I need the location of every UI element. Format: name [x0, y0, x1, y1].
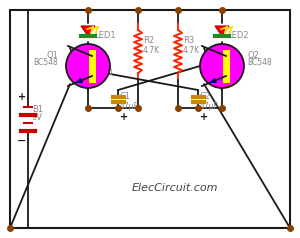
- Text: LED2: LED2: [227, 31, 249, 40]
- Text: 470Ω: 470Ω: [200, 68, 220, 77]
- Text: 47μF: 47μF: [120, 102, 139, 111]
- Text: LED1: LED1: [94, 31, 116, 40]
- Text: R4: R4: [204, 58, 215, 67]
- Text: R2: R2: [143, 36, 154, 45]
- Text: R1: R1: [93, 58, 104, 67]
- Text: +: +: [200, 112, 208, 122]
- Text: 4.7K: 4.7K: [183, 46, 200, 55]
- Polygon shape: [81, 26, 95, 36]
- Text: 47μF: 47μF: [200, 102, 219, 111]
- Polygon shape: [215, 26, 229, 36]
- Text: 9V: 9V: [32, 113, 43, 122]
- Text: 4.7K: 4.7K: [143, 46, 160, 55]
- Text: B1: B1: [32, 104, 43, 114]
- Text: Q1: Q1: [46, 51, 58, 60]
- Text: BC548: BC548: [247, 58, 272, 67]
- Text: Q2: Q2: [247, 51, 259, 60]
- Text: 470Ω: 470Ω: [93, 68, 113, 77]
- Circle shape: [66, 44, 110, 88]
- Text: +: +: [18, 92, 26, 102]
- Text: ElecCircuit.com: ElecCircuit.com: [132, 183, 218, 193]
- Text: BC548: BC548: [33, 58, 58, 67]
- Text: R3: R3: [183, 36, 194, 45]
- Circle shape: [200, 44, 244, 88]
- Text: C2: C2: [200, 92, 211, 101]
- Text: +: +: [120, 112, 128, 122]
- Text: C1: C1: [120, 92, 131, 101]
- Text: −: −: [16, 136, 26, 146]
